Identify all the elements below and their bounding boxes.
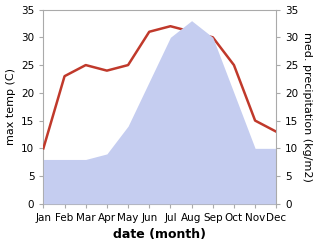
Y-axis label: med. precipitation (kg/m2): med. precipitation (kg/m2) [302,32,313,182]
X-axis label: date (month): date (month) [113,228,206,242]
Y-axis label: max temp (C): max temp (C) [5,68,16,145]
